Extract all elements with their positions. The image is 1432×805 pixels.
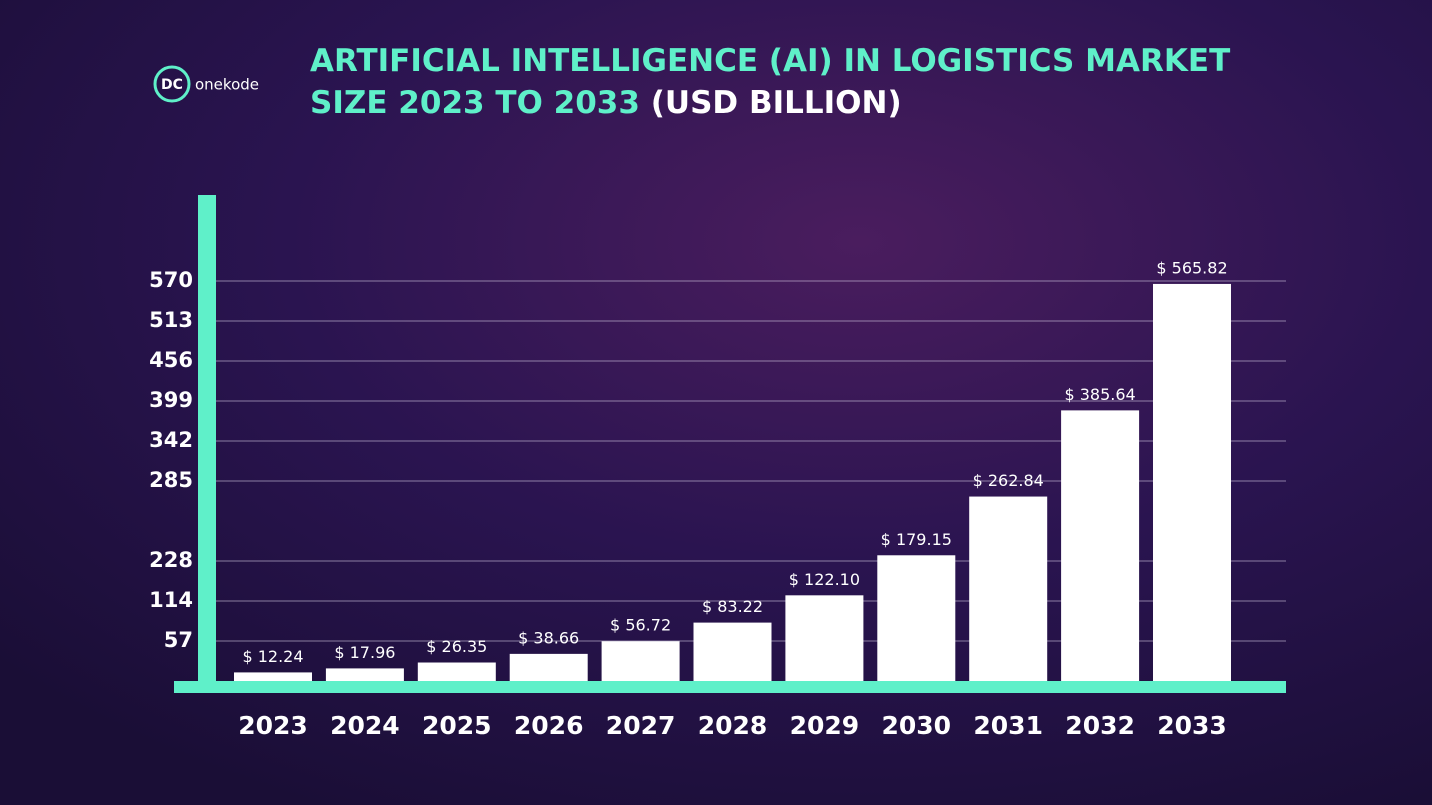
bar — [417, 662, 496, 681]
bar — [234, 672, 312, 681]
y-tick-label: 570 — [149, 268, 193, 292]
logo-text: onekode — [195, 76, 259, 94]
value-label: $ 565.82 — [1156, 258, 1227, 277]
x-tick-label: 2029 — [790, 711, 860, 740]
bar — [785, 595, 864, 681]
y-tick-label: 285 — [149, 468, 193, 492]
bar — [969, 496, 1048, 681]
y-tick-label: 228 — [149, 548, 193, 572]
logo: DC onekode — [153, 65, 259, 103]
x-axis — [174, 681, 1286, 693]
y-tick-label: 513 — [149, 308, 193, 332]
chart-title: SIZE 2023 TO 2033 (USD BILLION) — [310, 85, 902, 121]
x-tick-label: 2026 — [514, 711, 584, 740]
logo-ring — [153, 65, 191, 103]
y-tick-label: 57 — [164, 628, 193, 652]
value-label: $ 12.24 — [242, 647, 303, 666]
value-label: $ 385.64 — [1064, 385, 1135, 404]
value-label: $ 17.96 — [334, 643, 395, 662]
bar — [877, 555, 956, 681]
x-tick-label: 2028 — [698, 711, 768, 740]
value-label: $ 122.10 — [789, 570, 860, 589]
x-tick-label: 2025 — [422, 711, 492, 740]
x-tick-label: 2023 — [238, 711, 308, 740]
title-line: SIZE 2023 TO 2033 — [310, 85, 640, 121]
y-tick-label: 456 — [149, 348, 193, 372]
value-label: $ 262.84 — [973, 471, 1044, 490]
bar — [325, 668, 404, 681]
x-tick-label: 2033 — [1157, 711, 1227, 740]
y-tick-label: 399 — [149, 388, 193, 412]
x-tick-label: 2032 — [1065, 711, 1135, 740]
chart-title: ARTIFICIAL INTELLIGENCE (AI) IN LOGISTIC… — [310, 43, 1230, 79]
bar — [693, 622, 772, 681]
bar — [601, 641, 680, 681]
logo-mark: DC — [161, 77, 183, 93]
y-axis — [198, 195, 216, 693]
bar — [1153, 283, 1231, 681]
unit: (USD BILLION) — [651, 85, 902, 121]
x-tick-label: 2024 — [330, 711, 400, 740]
value-label: $ 83.22 — [702, 597, 763, 616]
y-tick-label: 114 — [149, 588, 193, 612]
value-label: $ 26.35 — [426, 637, 487, 656]
value-label: $ 38.66 — [518, 628, 579, 647]
y-tick-label: 342 — [149, 428, 193, 452]
bar — [1061, 410, 1140, 681]
value-label: $ 56.72 — [610, 616, 671, 635]
x-tick-label: 2030 — [882, 711, 952, 740]
x-tick-label: 2027 — [606, 711, 676, 740]
value-label: $ 179.15 — [881, 530, 952, 549]
x-tick-label: 2031 — [973, 711, 1043, 740]
bar — [509, 653, 588, 681]
title-line: ARTIFICIAL INTELLIGENCE (AI) IN LOGISTIC… — [310, 43, 1230, 79]
